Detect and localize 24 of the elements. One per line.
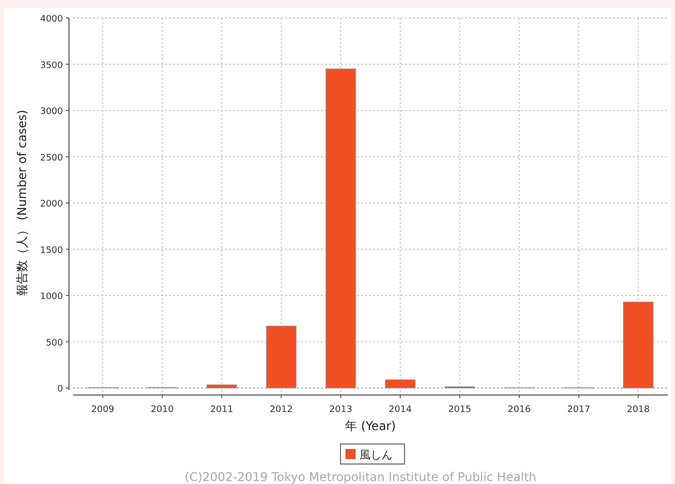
x-tick-label: 2009 [91, 405, 114, 415]
x-tick-label: 2015 [448, 405, 472, 415]
x-tick-label: 2018 [626, 405, 650, 415]
y-tick-label: 1000 [40, 292, 64, 302]
y-tick-label: 500 [46, 338, 64, 348]
x-tick-label: 2012 [270, 405, 293, 415]
x-tick-label: 2013 [329, 405, 352, 415]
x-tick-label: 2010 [150, 405, 174, 415]
x-tick-label: 2016 [508, 405, 531, 415]
y-tick-label: 2000 [40, 200, 64, 210]
x-tick-label: 2017 [567, 405, 590, 415]
x-tick-label: 2014 [388, 405, 412, 415]
x-axis-title: 年 (Year) [345, 419, 396, 433]
legend: 風しん [340, 444, 405, 464]
legend-label: 風しん [360, 448, 392, 462]
y-tick-label: 3000 [40, 107, 64, 117]
y-tick-label: 4000 [40, 14, 64, 24]
x-tick-label: 2011 [210, 405, 234, 415]
y-tick-label: 2500 [40, 153, 64, 164]
y-tick-label: 0 [57, 384, 64, 394]
y-tick-label: 1500 [40, 246, 64, 256]
y-axis-title: 報告数（人） (Number of cases) [15, 110, 29, 296]
text: (C)2002-2019 Tokyo Metropolitan Institute of Public Health [184, 470, 536, 484]
y-tick-label: 3500 [40, 60, 64, 71]
